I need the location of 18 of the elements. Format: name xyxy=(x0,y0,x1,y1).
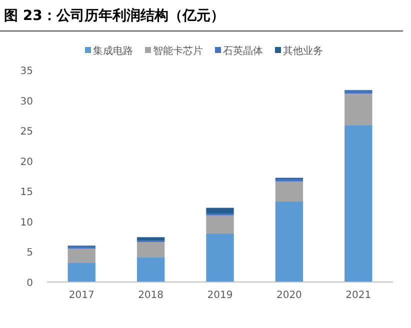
x-tick-label: 2019 xyxy=(207,290,233,301)
y-tick-label: 25 xyxy=(20,126,33,138)
legend-label: 石英晶体 xyxy=(223,45,263,57)
y-tick-label: 5 xyxy=(26,248,33,259)
chart-title: 图 23：公司历年利润结构（亿元） xyxy=(4,7,224,24)
legend-label: 智能卡芯片 xyxy=(153,45,203,57)
y-tick-label: 0 xyxy=(26,278,33,289)
x-tick-label: 2020 xyxy=(276,290,302,301)
x-tick-label: 2021 xyxy=(346,290,372,301)
y-tick-label: 30 xyxy=(20,96,33,108)
x-tick-label: 2018 xyxy=(138,290,164,301)
y-tick-label: 35 xyxy=(20,66,33,77)
y-tick-label: 20 xyxy=(20,156,33,168)
x-tick-label: 2017 xyxy=(68,290,94,301)
y-tick-label: 10 xyxy=(20,217,33,228)
y-tick-label: 15 xyxy=(20,187,33,198)
legend-label: 其他业务 xyxy=(283,45,323,57)
legend-label: 集成电路 xyxy=(93,45,133,57)
